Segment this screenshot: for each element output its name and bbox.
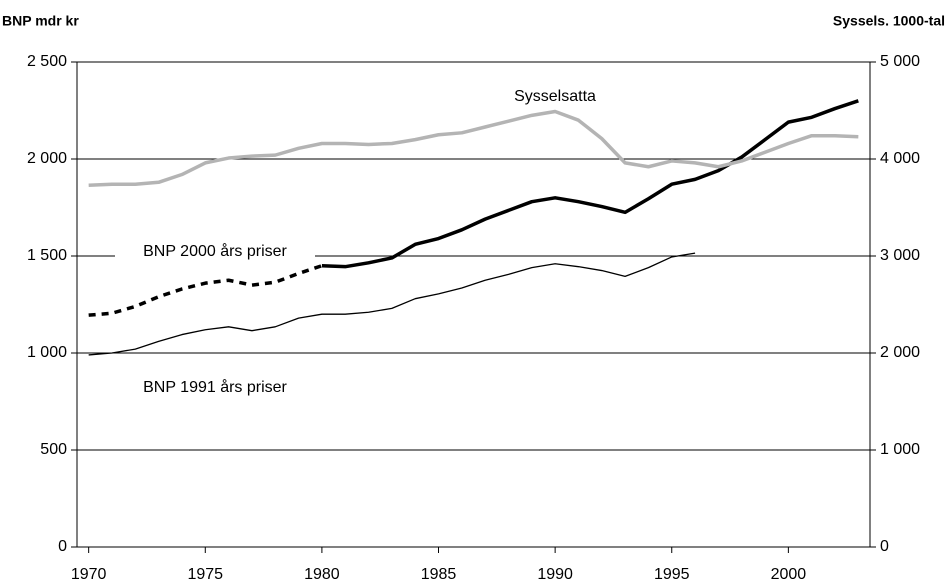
y2-tick-label: 5 000 [880, 53, 920, 70]
x-tick-label: 1980 [304, 566, 340, 583]
line-series [321, 99, 859, 269]
y2-tick-label: 2 000 [880, 344, 920, 361]
line-series-dashed [88, 264, 323, 317]
annotation: BNP 2000 års priser [143, 242, 287, 260]
x-tick-label: 1970 [71, 566, 107, 583]
y-tick-label: 2 500 [27, 53, 67, 70]
y2-tick-label: 0 [880, 538, 889, 555]
x-tick-label: 1975 [187, 566, 223, 583]
plot-frame [76, 61, 871, 548]
y-axis-label: BNP mdr kr [2, 13, 79, 29]
x-tick-label: 1985 [421, 566, 457, 583]
x-tick-label: 1995 [654, 566, 690, 583]
y-tick-label: 1 000 [27, 344, 67, 361]
y2-tick-label: 1 000 [880, 441, 920, 458]
y2-axis-label: Syssels. 1000-tal [833, 13, 945, 29]
y-tick-label: 0 [58, 538, 67, 555]
y2-tick-label: 4 000 [880, 150, 920, 167]
x-tick-label: 2000 [771, 566, 807, 583]
y-tick-label: 2 000 [27, 150, 67, 167]
line-series [88, 252, 696, 356]
annotation: Sysselsatta [514, 88, 596, 105]
annotation: BNP 1991 års priser [143, 378, 287, 396]
x-tick-label: 1990 [537, 566, 573, 583]
line-series [88, 109, 859, 187]
annotation-background [115, 240, 315, 264]
y-tick-label: 500 [40, 441, 67, 458]
y-tick-label: 1 500 [27, 247, 67, 264]
y2-tick-label: 3 000 [880, 247, 920, 264]
